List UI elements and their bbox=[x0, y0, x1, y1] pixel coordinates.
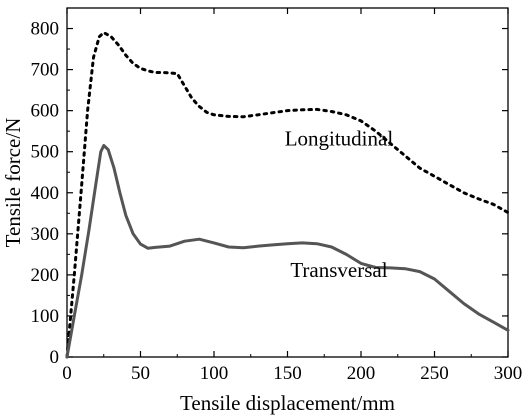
y-tick-label: 0 bbox=[50, 347, 60, 368]
y-tick-label: 700 bbox=[31, 60, 60, 81]
x-tick-label: 150 bbox=[273, 363, 302, 384]
x-tick-label: 300 bbox=[494, 363, 523, 384]
plot-frame bbox=[66, 7, 509, 358]
y-axis-label: Tensile force/N bbox=[1, 118, 25, 248]
y-axis-ticks: 0 100 200 300 400 500 600 700 800 bbox=[31, 19, 508, 368]
x-tick-label: 200 bbox=[347, 363, 376, 384]
plot-border bbox=[66, 7, 509, 358]
y-tick-label: 500 bbox=[31, 142, 60, 163]
y-tick-label: 400 bbox=[31, 183, 60, 204]
annotation-transversal: Transversal bbox=[290, 258, 387, 282]
x-axis-ticks: 0 50 100 150 200 250 300 bbox=[62, 8, 522, 384]
series-line-transversal bbox=[65, 144, 510, 359]
y-tick-label: 600 bbox=[31, 101, 60, 122]
x-tick-label: 50 bbox=[131, 363, 150, 384]
annotations: Longitudinal Transversal bbox=[285, 127, 394, 282]
y-tick-label: 800 bbox=[31, 19, 60, 40]
y-tick-label: 100 bbox=[31, 306, 60, 327]
x-tick-label: 0 bbox=[62, 363, 72, 384]
annotation-longitudinal: Longitudinal bbox=[285, 127, 394, 151]
x-tick-label: 250 bbox=[420, 363, 449, 384]
x-axis-label: Tensile displacement/mm bbox=[180, 391, 395, 415]
series-line-longitudinal bbox=[65, 31, 510, 359]
y-tick-label: 300 bbox=[31, 224, 60, 245]
series-group bbox=[65, 31, 510, 359]
x-tick-label: 100 bbox=[200, 363, 229, 384]
y-tick-label: 200 bbox=[31, 265, 60, 286]
